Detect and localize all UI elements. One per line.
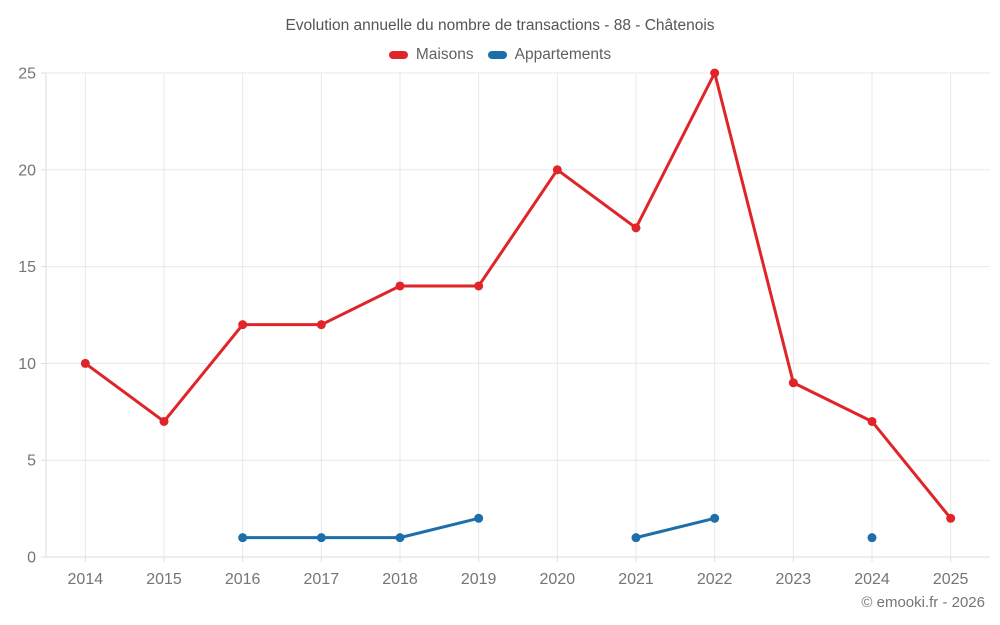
legend-swatch-icon	[388, 51, 408, 59]
data-point-marker[interactable]	[395, 281, 405, 291]
data-point-marker[interactable]	[238, 533, 248, 543]
data-point-marker[interactable]	[552, 165, 562, 175]
y-tick-label: 25	[18, 66, 36, 83]
data-point-marker[interactable]	[159, 416, 169, 426]
legend-item-maisons: Maisons	[388, 46, 474, 64]
legend-label: Maisons	[415, 46, 474, 63]
data-point-marker[interactable]	[631, 223, 641, 233]
data-point-marker[interactable]	[474, 513, 484, 523]
data-point-marker[interactable]	[474, 281, 484, 291]
x-tick-label: 2021	[618, 571, 654, 588]
y-tick-label: 0	[27, 550, 36, 567]
legend-item-appartements: Appartements	[487, 46, 612, 64]
x-tick-label: 2022	[697, 571, 733, 588]
axes	[41, 72, 990, 562]
x-tick-label: 2023	[776, 571, 812, 588]
x-tick-label: 2014	[68, 571, 104, 588]
data-point-marker[interactable]	[238, 320, 248, 330]
x-tick-label: 2015	[146, 571, 182, 588]
x-tick-label: 2020	[540, 571, 576, 588]
x-tick-label: 2019	[461, 571, 497, 588]
x-tick-label: 2025	[933, 571, 969, 588]
y-tick-label: 15	[18, 259, 36, 276]
y-tick-label: 5	[27, 453, 36, 470]
y-tick-label: 20	[18, 162, 36, 179]
data-point-marker[interactable]	[316, 533, 326, 543]
x-tick-label: 2018	[382, 571, 418, 588]
data-point-marker[interactable]	[946, 513, 956, 523]
data-point-marker[interactable]	[316, 320, 326, 330]
y-axis-labels: 0 5 10 15 20 25	[18, 66, 36, 567]
series-maisons	[80, 68, 956, 523]
data-point-marker[interactable]	[867, 416, 877, 426]
y-tick-label: 10	[18, 356, 36, 373]
copyright-text: © emooki.fr - 2026	[861, 594, 985, 611]
x-tick-label: 2017	[304, 571, 340, 588]
x-tick-label: 2024	[854, 571, 890, 588]
x-axis-labels: 2014 2015 2016 2017 2018 2019 2020 2021 2022 2023…	[68, 571, 969, 588]
data-point-marker[interactable]	[710, 68, 720, 78]
data-point-marker[interactable]	[631, 533, 641, 543]
series-appartements	[238, 513, 877, 543]
legend-swatch-icon	[487, 51, 507, 59]
data-point-marker[interactable]	[867, 533, 877, 543]
data-point-marker[interactable]	[788, 378, 798, 388]
chart-legend: Maisons Appartements	[0, 46, 1000, 64]
series-line	[241, 516, 481, 540]
series-line	[634, 516, 717, 540]
data-point-marker[interactable]	[710, 513, 720, 523]
x-tick-label: 2016	[225, 571, 261, 588]
series-group	[80, 68, 956, 543]
legend-label: Appartements	[514, 46, 612, 63]
gridlines	[46, 72, 990, 557]
chart-title: Evolution annuelle du nombre de transact…	[285, 17, 715, 34]
series-line	[83, 71, 953, 520]
data-point-marker[interactable]	[80, 358, 90, 368]
data-point-marker[interactable]	[395, 533, 405, 543]
